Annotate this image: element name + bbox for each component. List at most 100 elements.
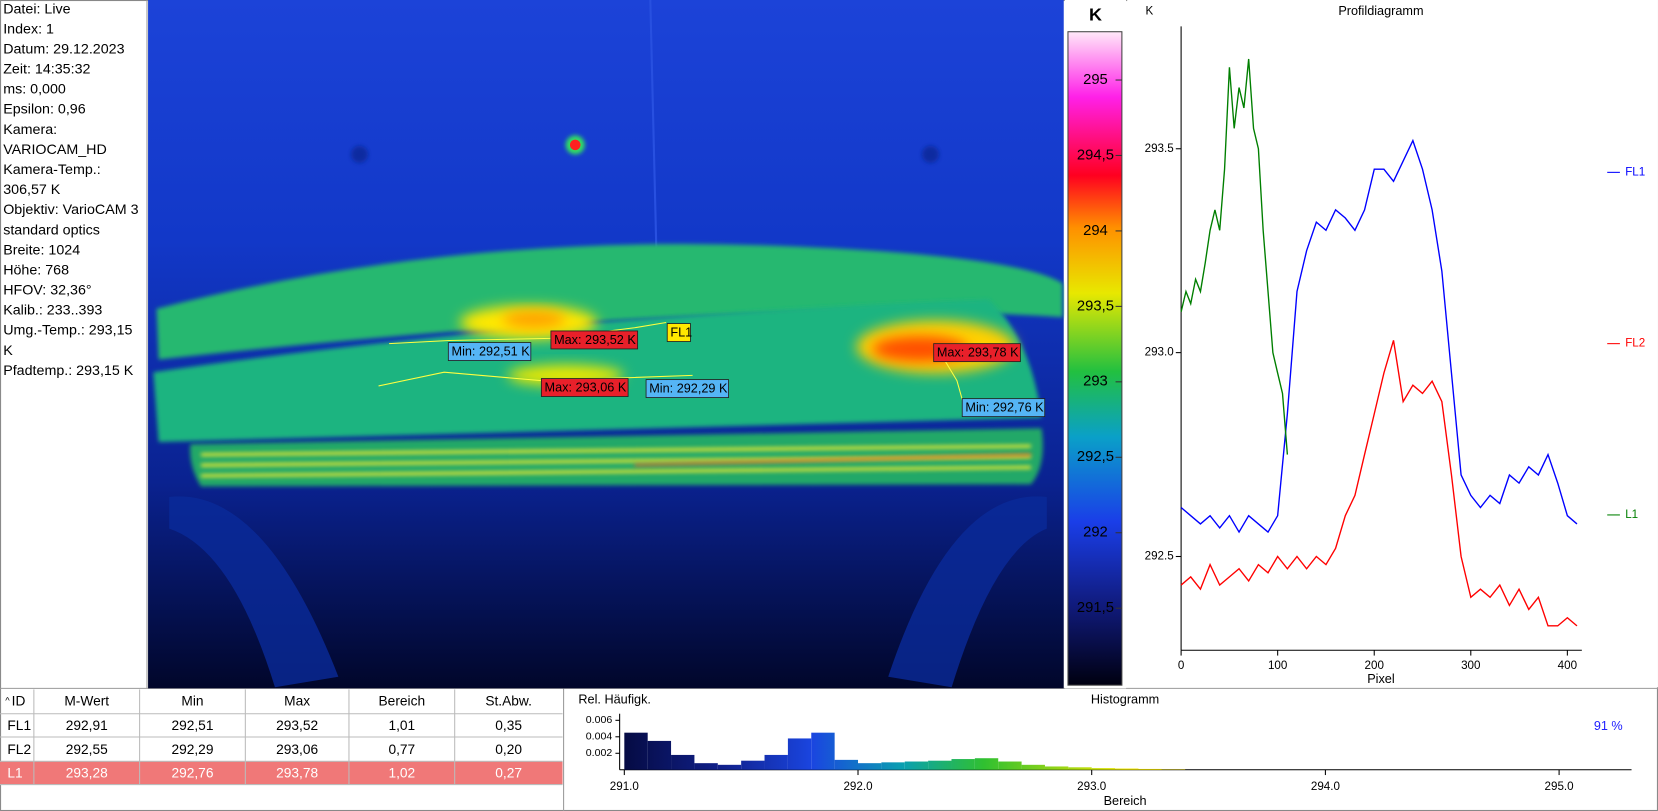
table-cell[interactable]: 292,76 [171,766,213,781]
measure-label: Max: 293,52 K [554,333,636,347]
measure-label: Min: 292,76 K [965,400,1044,414]
table-cell[interactable]: 292,91 [66,718,108,733]
table-cell[interactable]: 1,02 [388,766,415,781]
color-scale-tick-label: 295 [1083,72,1108,88]
hist-x-tick-label: 292.0 [843,780,873,793]
x-tick-label: 400 [1558,659,1578,672]
measure-label: FL1 [670,325,692,339]
table-cell[interactable]: 0,20 [495,742,522,757]
measure-label: Min: 292,51 K [452,344,531,358]
legend-label: L1 [1625,508,1638,521]
table-cell[interactable]: 293,78 [276,766,318,781]
table-cell[interactable]: 0,77 [388,742,415,757]
info-line: 306,57 K [3,182,61,198]
table-cell[interactable]: FL1 [7,718,31,733]
color-scale-unit: K [1089,5,1102,25]
hist-bar [624,732,648,770]
color-scale-tick-label: 293 [1083,374,1108,390]
y-tick-label: 293.5 [1145,142,1174,155]
x-tick-label: 200 [1365,659,1385,672]
hist-bar [717,764,742,770]
measure-label: Min: 292,29 K [649,381,728,395]
hist-bar [858,763,882,770]
info-line: Zeit: 14:35:32 [3,62,90,78]
hist-bar [1091,768,1116,770]
info-line: Objektiv: VarioCAM 3 [3,202,138,218]
y-tick-label: 293.0 [1145,346,1175,359]
x-tick-label: 100 [1268,659,1288,672]
selected-row [0,761,563,785]
legend-label: FL2 [1625,337,1645,350]
hist-bar [881,762,905,770]
info-line: Kamera: [3,122,57,138]
measure-label: Max: 293,06 K [545,380,627,394]
measure-label-box [666,323,691,342]
hist-bar [1115,768,1139,770]
table-cell[interactable]: 0,35 [495,718,522,733]
table-cell[interactable]: 293,52 [276,718,318,733]
table-cell[interactable]: 1,01 [388,718,415,733]
color-scale-tick-label: 294 [1083,223,1108,239]
info-line: Kamera-Temp.: [3,162,101,178]
hist-title: Histogramm [1091,692,1159,706]
measure-label-box [447,342,532,361]
table-cell[interactable]: 293,28 [66,766,108,781]
table-header: Max [284,694,310,709]
measure-label-box [933,343,1021,363]
legend-label: FL1 [1625,165,1645,178]
x-tick-label: 0 [1178,659,1185,672]
hist-percent: 91 % [1594,719,1623,733]
color-scale-bar [1067,31,1123,686]
hist-x-label: Bereich [1104,794,1147,808]
table-header: M-Wert [64,694,109,709]
hist-x-tick-label: 295.0 [1545,780,1575,793]
hist-bar [764,754,788,770]
table-cell[interactable]: FL2 [7,742,31,757]
measure-label-box [645,379,729,398]
profile-title: Profildiagramm [1338,4,1423,18]
measure-label-box [961,398,1046,418]
hist-bar [1138,768,1162,770]
hist-bar [904,761,929,770]
hist-bar [741,760,765,770]
info-line: Pfadtemp.: 293,15 K [3,363,134,379]
profile-line [1180,58,1289,455]
x-tick-label: 300 [1461,659,1481,672]
measure-label-box [540,378,629,397]
table-cell[interactable]: 292,29 [171,742,213,757]
hist-bar [811,732,835,770]
info-line: Epsilon: 0,96 [3,102,86,118]
hist-x-tick-label: 291.0 [610,780,640,793]
color-scale-tick-label: 291,5 [1077,600,1114,616]
measure-label-box [550,330,639,350]
info-line: standard optics [3,222,100,238]
table-cell[interactable]: L1 [7,766,22,781]
hist-y-tick-label: 0.006 [586,714,613,726]
table-header: Min [181,694,203,709]
table-cell[interactable]: 293,06 [276,742,318,757]
hist-bar [671,754,695,770]
y-tick-label: 292.5 [1145,550,1174,563]
profile-x-label: Pixel [1367,672,1394,686]
hist-bar [787,738,812,770]
hist-y-tick-label: 0.002 [586,747,613,759]
info-line: Datum: 29.12.2023 [3,41,124,57]
hist-x-tick-label: 294.0 [1311,780,1341,793]
hist-bar [928,760,952,770]
profile-line [1180,138,1578,534]
sort-indicator: ^ [5,696,10,707]
hist-bar [1068,767,1092,770]
table-header: ID [12,694,26,709]
hist-bar [951,759,975,770]
info-line: Höhe: 768 [3,262,69,278]
hist-x-tick-label: 293.0 [1077,780,1107,793]
table-header: Bereich [379,694,426,709]
table-header: St.Abw. [485,694,532,709]
table-cell[interactable]: 292,51 [171,718,213,733]
table-cell[interactable]: 0,27 [495,766,522,781]
hist-y-label: Rel. Häufigk. [578,692,651,706]
table-cell[interactable]: 292,55 [66,742,108,757]
info-line: VARIOCAM_HD [3,142,107,158]
